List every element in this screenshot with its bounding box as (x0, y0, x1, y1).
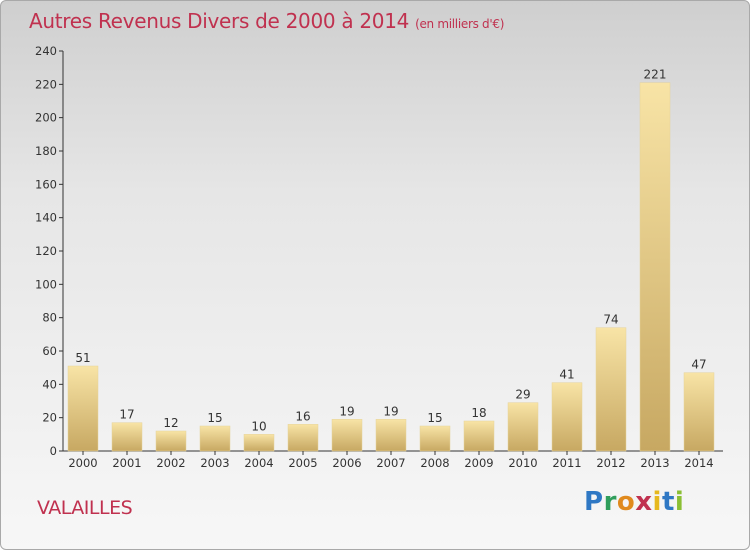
chart-subtitle: (en milliers d'€) (415, 17, 505, 31)
bar-value-label: 51 (75, 351, 90, 365)
bar-value-label: 15 (427, 411, 442, 425)
x-tick-label: 2013 (640, 456, 669, 470)
bar-value-label: 19 (383, 404, 398, 418)
y-tick-label: 180 (35, 144, 57, 158)
bar (155, 430, 187, 452)
bar-value-label: 15 (207, 411, 222, 425)
y-tick-label: 240 (35, 44, 57, 58)
bar (199, 425, 231, 452)
bar (595, 327, 627, 452)
y-tick-label: 40 (42, 377, 57, 391)
bar (419, 425, 451, 452)
x-tick-label: 2000 (68, 456, 97, 470)
bar-value-label: 29 (515, 388, 530, 402)
chart-title-text: Autres Revenus Divers de 2000 à 2014 (29, 9, 410, 33)
y-tick-label: 0 (50, 444, 57, 458)
bar-value-label: 17 (119, 408, 134, 422)
x-tick-label: 2012 (596, 456, 625, 470)
y-tick-label: 60 (42, 344, 57, 358)
y-tick-label: 120 (35, 244, 57, 258)
y-tick-label: 100 (35, 277, 57, 291)
bar (375, 419, 407, 452)
x-tick-label: 2014 (684, 456, 713, 470)
bar (67, 365, 99, 452)
x-tick-label: 2006 (332, 456, 361, 470)
bar-value-label: 16 (295, 409, 310, 423)
bar (287, 424, 319, 452)
x-tick-label: 2004 (244, 456, 273, 470)
x-tick-label: 2002 (156, 456, 185, 470)
bar-value-label: 19 (339, 404, 354, 418)
x-tick-label: 2005 (288, 456, 317, 470)
bar (111, 422, 143, 452)
bar (507, 402, 539, 452)
bar-value-label: 10 (251, 419, 266, 433)
x-tick-label: 2001 (112, 456, 141, 470)
x-tick-label: 2003 (200, 456, 229, 470)
y-tick-label: 160 (35, 177, 57, 191)
x-tick-label: 2009 (464, 456, 493, 470)
y-tick-label: 200 (35, 111, 57, 125)
bar-value-label: 74 (603, 313, 618, 327)
x-tick-label: 2011 (552, 456, 581, 470)
bar-value-label: 41 (559, 368, 574, 382)
bar-value-label: 47 (691, 358, 706, 372)
x-tick-label: 2007 (376, 456, 405, 470)
commune-name: VALAILLES (37, 497, 133, 519)
bar (243, 434, 275, 452)
y-tick-label: 80 (42, 311, 57, 325)
bar-value-label: 12 (163, 416, 178, 430)
chart-title: Autres Revenus Divers de 2000 à 2014 (en … (29, 9, 504, 33)
bar (639, 82, 671, 452)
x-tick-label: 2008 (420, 456, 449, 470)
bar (551, 382, 583, 452)
y-tick-label: 20 (42, 411, 57, 425)
bar (463, 420, 495, 452)
x-tick-label: 2010 (508, 456, 537, 470)
bar-value-label: 18 (471, 406, 486, 420)
proxiti-logo: Proxiti (584, 487, 685, 517)
y-tick-label: 140 (35, 211, 57, 225)
bar (683, 372, 715, 452)
bar-value-label: 221 (644, 68, 667, 82)
bar (331, 419, 363, 452)
y-tick-label: 220 (35, 77, 57, 91)
